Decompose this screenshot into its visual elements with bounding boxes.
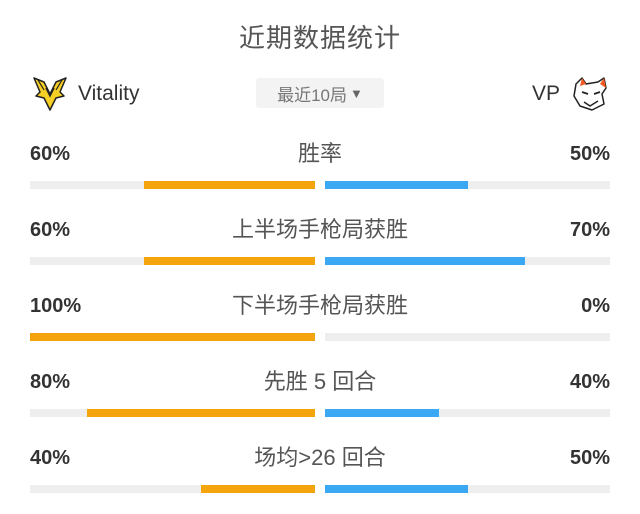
right-value: 50% [569,143,610,165]
left-bar-fill [87,409,315,417]
left-bar-track [30,485,315,493]
dropdown-label: 最近10局 [277,85,348,105]
left-bar-fill [144,181,315,189]
left-bar-track [30,257,315,265]
stat-row: 40% 场均>26 回合 50% [0,445,640,505]
virtus-pro-bear-logo-icon [573,77,607,111]
right-bar-track [325,333,610,341]
right-bar-fill [325,409,439,417]
right-bar-fill [325,485,468,493]
right-bar-fill [325,181,468,189]
team-right[interactable]: VP [532,72,610,116]
right-value: 0% [581,295,610,317]
stat-row: 80% 先胜 5 回合 40% [0,369,640,429]
stat-row: 60% 胜率 50% [0,141,640,201]
stat-row: 100% 下半场手枪局获胜 0% [0,293,640,353]
left-value: 60% [30,219,71,241]
right-bar-track [325,181,610,189]
left-value: 40% [30,447,71,469]
right-value: 40% [569,371,610,393]
team-left[interactable]: Vitality [30,72,139,116]
right-bar-fill [325,257,525,265]
page-title: 近期数据统计 [238,23,401,53]
stat-label: 胜率 [297,141,342,166]
triangle-down-icon: ▼ [350,85,363,101]
stat-row: 60% 上半场手枪局获胜 70% [0,217,640,277]
left-value: 80% [30,371,71,393]
left-bar-fill [201,485,315,493]
right-value: 50% [569,447,610,469]
right-bar-track [325,409,610,417]
left-value: 60% [30,143,71,165]
right-value: 70% [569,219,610,241]
right-bar-track [325,257,610,265]
team-left-name: Vitality [78,82,140,105]
left-bar-track [30,181,315,189]
right-bar-track [325,485,610,493]
stat-label: 下半场手枪局获胜 [231,293,408,318]
left-bar-track [30,333,315,341]
recent-matches-dropdown[interactable]: 最近10局 ▼ [256,78,384,108]
stat-label: 先胜 5 回合 [263,369,377,394]
left-bar-fill [30,333,315,341]
stat-label: 场均>26 回合 [254,445,386,470]
vitality-bee-logo-icon [33,77,67,111]
left-bar-track [30,409,315,417]
left-value: 100% [30,295,82,317]
team-right-name: VP [531,82,560,105]
left-bar-fill [144,257,315,265]
stat-label: 上半场手枪局获胜 [231,217,408,242]
